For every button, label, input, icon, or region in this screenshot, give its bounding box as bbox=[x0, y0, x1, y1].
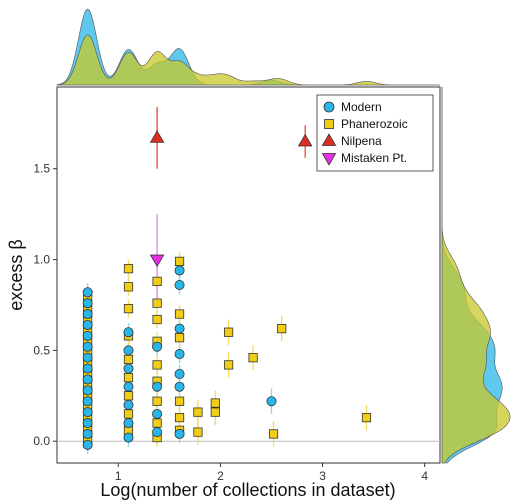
data-point bbox=[82, 428, 93, 439]
data-point bbox=[174, 412, 185, 423]
data-point bbox=[174, 323, 185, 334]
legend-box bbox=[316, 94, 434, 172]
data-point bbox=[123, 409, 134, 419]
data-point bbox=[297, 133, 313, 147]
data-point bbox=[82, 330, 93, 341]
data-point bbox=[193, 427, 203, 437]
legend-label: Nilpena bbox=[341, 134, 382, 148]
data-point bbox=[174, 279, 185, 290]
right-marginal-density bbox=[441, 87, 511, 464]
y-tick-label: 1.5 bbox=[33, 162, 50, 176]
data-point bbox=[123, 304, 134, 314]
legend-label: Mistaken Pt. bbox=[341, 151, 407, 165]
data-point bbox=[174, 333, 185, 343]
data-point bbox=[82, 418, 93, 429]
data-point bbox=[82, 298, 93, 309]
legend-label: Phanerozoic bbox=[341, 117, 408, 131]
data-point bbox=[266, 396, 277, 407]
y-tick-label: 0.0 bbox=[33, 434, 50, 448]
data-point bbox=[123, 354, 134, 365]
y-tick-label: 0.5 bbox=[33, 343, 50, 357]
data-point bbox=[123, 399, 134, 410]
data-point bbox=[152, 314, 162, 325]
legend-marker bbox=[321, 153, 337, 166]
data-point bbox=[152, 418, 162, 428]
data-point bbox=[174, 428, 185, 439]
data-point bbox=[82, 363, 93, 374]
data-point bbox=[82, 352, 93, 363]
x-axis-title: Log(number of collections in dataset) bbox=[100, 480, 395, 500]
data-point bbox=[82, 309, 93, 320]
data-point bbox=[152, 381, 163, 392]
top-marginal-density bbox=[56, 8, 440, 86]
data-point bbox=[152, 427, 163, 438]
data-point bbox=[193, 407, 203, 417]
x-axis: 1 2 3 4 bbox=[115, 463, 428, 483]
data-point bbox=[123, 391, 134, 401]
legend-label: Modern bbox=[341, 100, 382, 114]
data-point bbox=[210, 407, 220, 417]
data-point bbox=[152, 360, 162, 370]
density-right bbox=[441, 87, 511, 464]
data-point bbox=[82, 374, 93, 385]
data-point bbox=[123, 418, 134, 429]
x-tick-label: 4 bbox=[421, 469, 428, 483]
data-point bbox=[82, 287, 93, 298]
data-point bbox=[152, 408, 163, 419]
legend-marker bbox=[324, 119, 334, 129]
data-point bbox=[174, 256, 185, 266]
data-point bbox=[123, 282, 134, 292]
data-point bbox=[82, 439, 93, 450]
x-tick-label: 2 bbox=[217, 469, 224, 483]
x-tick-label: 1 bbox=[115, 469, 122, 483]
y-axis: 0.0 0.5 1.0 1.5 bbox=[33, 162, 57, 448]
data-point bbox=[123, 264, 134, 274]
data-point bbox=[123, 381, 134, 392]
data-point bbox=[361, 412, 372, 423]
data-point bbox=[123, 345, 134, 356]
data-point bbox=[174, 368, 185, 379]
data-point bbox=[174, 396, 185, 406]
data-point bbox=[248, 353, 258, 363]
data-point bbox=[82, 319, 93, 330]
data-point bbox=[210, 398, 220, 408]
data-point bbox=[152, 341, 163, 352]
data-point bbox=[277, 323, 287, 334]
x-tick-label: 3 bbox=[319, 469, 326, 483]
data-point bbox=[268, 429, 279, 439]
data-point bbox=[82, 341, 93, 352]
data-points bbox=[82, 130, 372, 450]
data-point bbox=[123, 327, 134, 338]
data-point bbox=[82, 385, 93, 396]
data-point bbox=[123, 432, 134, 443]
legend-marker bbox=[323, 101, 335, 113]
data-point bbox=[123, 373, 134, 383]
y-tick-label: 1.0 bbox=[33, 253, 50, 267]
density-top bbox=[56, 8, 440, 86]
data-point bbox=[174, 349, 185, 360]
y-axis-title: excess β bbox=[6, 239, 26, 310]
data-point bbox=[174, 381, 185, 392]
data-point bbox=[152, 276, 162, 286]
data-point bbox=[149, 254, 165, 268]
data-point bbox=[152, 298, 162, 308]
data-point bbox=[82, 407, 93, 418]
data-point bbox=[152, 396, 162, 406]
legend-marker bbox=[321, 133, 337, 146]
density-top bbox=[56, 34, 440, 86]
data-point bbox=[174, 265, 185, 276]
data-point bbox=[123, 363, 134, 374]
data-point bbox=[174, 309, 185, 319]
data-point bbox=[223, 327, 234, 337]
data-point bbox=[149, 130, 165, 143]
data-point bbox=[82, 396, 93, 407]
legend: Modern Phanerozoic Nilpena Mistaken Pt. bbox=[316, 94, 434, 172]
data-point bbox=[223, 360, 234, 370]
